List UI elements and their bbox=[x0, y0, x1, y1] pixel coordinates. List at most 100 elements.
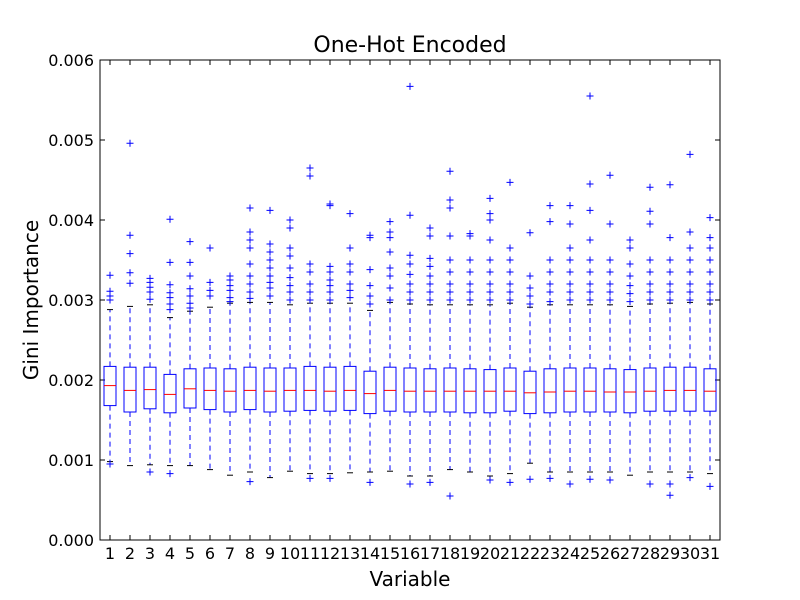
flier-point bbox=[586, 236, 594, 244]
flier-point bbox=[686, 228, 694, 236]
flier-point bbox=[606, 220, 614, 228]
flier-point bbox=[586, 475, 594, 483]
flier-point bbox=[566, 256, 574, 264]
flier-point bbox=[606, 268, 614, 276]
box bbox=[203, 367, 217, 411]
flier-point bbox=[586, 280, 594, 288]
flier-point bbox=[246, 228, 254, 236]
flier-point bbox=[266, 248, 274, 256]
box bbox=[643, 367, 657, 412]
flier-point bbox=[606, 296, 614, 304]
flier-point bbox=[366, 292, 374, 300]
flier-point bbox=[146, 468, 154, 476]
flier-point bbox=[466, 288, 474, 296]
flier-point bbox=[166, 470, 174, 478]
flier-point bbox=[686, 268, 694, 276]
flier-point bbox=[366, 282, 374, 290]
x-tick-label: 17 bbox=[420, 544, 440, 563]
flier-point bbox=[246, 244, 254, 252]
flier-point bbox=[126, 279, 134, 287]
flier-point bbox=[546, 288, 554, 296]
x-tick-label: 16 bbox=[400, 544, 420, 563]
flier-point bbox=[366, 478, 374, 486]
flier-point bbox=[306, 280, 314, 288]
flier-point bbox=[166, 289, 174, 297]
flier-point bbox=[486, 476, 494, 484]
flier-point bbox=[106, 460, 114, 468]
flier-point bbox=[626, 272, 634, 280]
flier-point bbox=[526, 475, 534, 483]
x-tick-label: 3 bbox=[145, 544, 155, 563]
flier-point bbox=[546, 474, 554, 482]
flier-point bbox=[586, 288, 594, 296]
box bbox=[403, 367, 417, 413]
flier-point bbox=[566, 268, 574, 276]
flier-point bbox=[606, 171, 614, 179]
flier-point bbox=[506, 478, 514, 486]
box bbox=[563, 367, 577, 413]
flier-point bbox=[266, 256, 274, 264]
box bbox=[683, 366, 697, 412]
flier-point bbox=[186, 258, 194, 266]
flier-point bbox=[426, 224, 434, 232]
flier-point bbox=[646, 268, 654, 276]
flier-point bbox=[246, 478, 254, 486]
flier-point bbox=[606, 256, 614, 264]
flier-point bbox=[666, 280, 674, 288]
flier-point bbox=[126, 250, 134, 258]
flier-point bbox=[446, 232, 454, 240]
flier-point bbox=[246, 260, 254, 268]
flier-point bbox=[646, 207, 654, 215]
flier-point bbox=[646, 220, 654, 228]
flier-point bbox=[606, 476, 614, 484]
flier-point bbox=[626, 244, 634, 252]
flier-point bbox=[666, 268, 674, 276]
flier-point bbox=[486, 268, 494, 276]
flier-point bbox=[426, 288, 434, 296]
flier-point bbox=[326, 474, 334, 482]
flier-point bbox=[286, 264, 294, 272]
flier-point bbox=[286, 216, 294, 224]
box bbox=[423, 368, 437, 413]
flier-point bbox=[586, 92, 594, 100]
flier-point bbox=[506, 178, 514, 186]
flier-point bbox=[186, 272, 194, 280]
flier-point bbox=[606, 288, 614, 296]
flier-point bbox=[126, 231, 134, 239]
y-tick-label: 0.002 bbox=[48, 371, 94, 390]
flier-point bbox=[586, 296, 594, 304]
flier-point bbox=[286, 224, 294, 232]
flier-point bbox=[466, 256, 474, 264]
flier-point bbox=[346, 244, 354, 252]
flier-point bbox=[386, 264, 394, 272]
flier-point bbox=[446, 296, 454, 304]
box bbox=[443, 367, 457, 413]
flier-point bbox=[186, 299, 194, 307]
flier-point bbox=[126, 269, 134, 277]
flier-point bbox=[426, 262, 434, 270]
flier-point bbox=[326, 262, 334, 270]
flier-point bbox=[386, 296, 394, 304]
flier-point bbox=[706, 244, 714, 252]
x-tick-label: 11 bbox=[300, 544, 320, 563]
flier-point bbox=[686, 150, 694, 158]
flier-point bbox=[266, 240, 274, 248]
flier-point bbox=[306, 260, 314, 268]
flier-point bbox=[686, 280, 694, 288]
flier-point bbox=[626, 298, 634, 306]
flier-point bbox=[166, 281, 174, 289]
flier-point bbox=[546, 202, 554, 210]
x-tick-label: 21 bbox=[500, 544, 520, 563]
box bbox=[303, 365, 317, 411]
x-tick-label: 14 bbox=[360, 544, 380, 563]
x-tick-label: 29 bbox=[660, 544, 680, 563]
flier-point bbox=[366, 300, 374, 308]
flier-point bbox=[446, 256, 454, 264]
flier-point bbox=[346, 210, 354, 218]
flier-point bbox=[646, 296, 654, 304]
flier-point bbox=[106, 287, 114, 295]
x-tick-label: 31 bbox=[700, 544, 720, 563]
flier-point bbox=[646, 288, 654, 296]
x-tick-label: 30 bbox=[680, 544, 700, 563]
